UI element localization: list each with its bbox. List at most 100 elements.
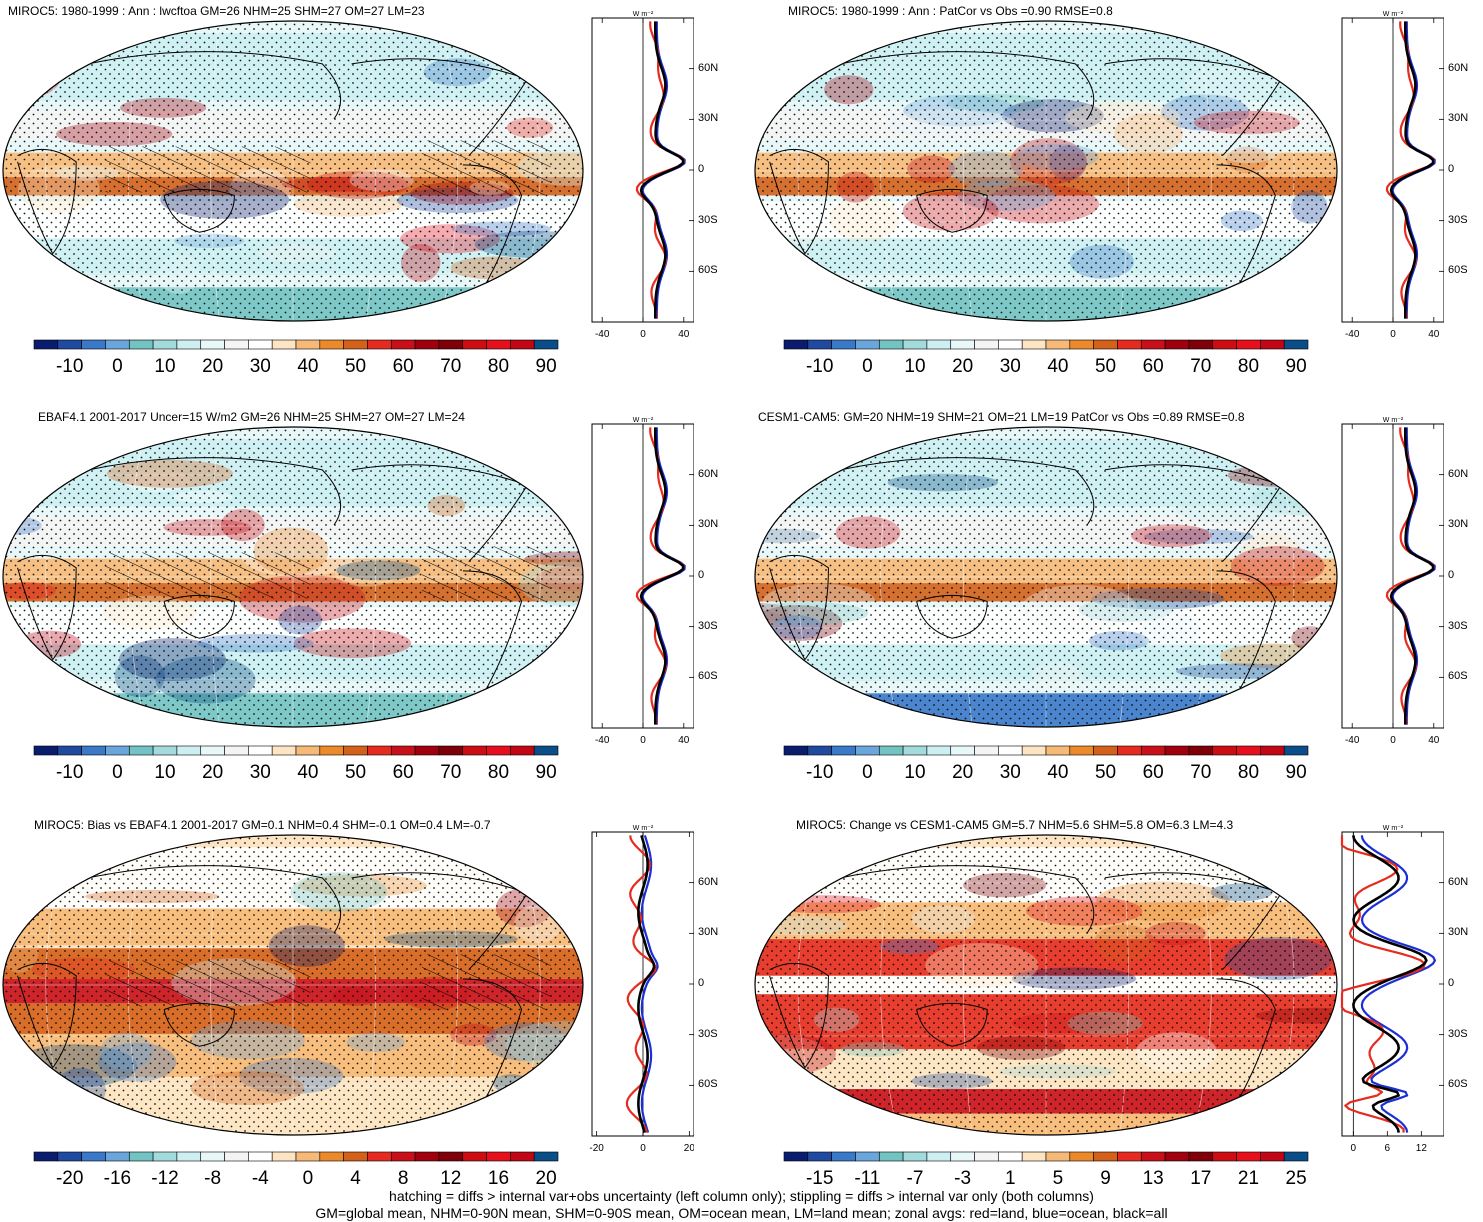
zonal-x-tick-label: -40	[1345, 329, 1360, 340]
colorbar-swatch	[319, 339, 344, 350]
colorbar-swatch	[533, 1151, 559, 1162]
colorbar-swatch	[414, 339, 440, 350]
colorbar-swatch	[807, 745, 832, 756]
panel-title-6: MIROC5: Change vs CESM1-CAM5 GM=5.7 NHM=…	[796, 818, 1234, 832]
colorbar-tick-label: 50	[345, 356, 366, 377]
zonal-x-tick-label: -40	[595, 735, 610, 746]
zonal-lat-tick-label: 0	[1448, 163, 1455, 175]
zonal-all-line	[637, 835, 656, 1133]
zonal-x-tick-label: 0	[640, 1143, 646, 1154]
zonal-lat-tick-label: 60N	[698, 61, 719, 74]
zonal-lat-tick-label: 60N	[1448, 875, 1469, 888]
colorbar-tick-label: 13	[1143, 1168, 1164, 1189]
colorbar-swatch	[831, 339, 856, 350]
colorbar-swatch	[200, 745, 225, 756]
colorbar-swatch	[533, 339, 559, 350]
map-border	[2, 20, 584, 322]
zonal-ocean-line	[641, 21, 686, 319]
zonal-x-tick-label: -20	[589, 1143, 604, 1154]
map-border	[754, 834, 1338, 1136]
colorbar-tick-label: 90	[536, 356, 557, 377]
colorbar-tick-label: -12	[151, 1168, 178, 1189]
colorbar-swatch	[343, 339, 368, 350]
colorbar-swatch	[783, 339, 809, 350]
colorbar-swatch	[343, 1151, 368, 1162]
colorbar-swatch	[1260, 745, 1285, 756]
colorbar-tick-label: 50	[1095, 356, 1116, 377]
colorbar-swatch	[926, 1151, 952, 1162]
colorbar-tick-label: 10	[904, 762, 925, 783]
colorbar-swatch	[878, 339, 904, 350]
colorbar-swatch	[1260, 1151, 1285, 1162]
colorbar-swatch	[176, 339, 202, 350]
colorbar-swatch	[438, 339, 464, 350]
colorbar-swatch	[271, 745, 297, 756]
zonal-lat-tick-label: 60N	[698, 875, 719, 888]
colorbar-swatch	[510, 745, 535, 756]
map-field	[3, 21, 583, 321]
zonal-x-tick-label: 6	[1385, 1143, 1391, 1154]
colorbar-swatch	[950, 1151, 975, 1162]
colorbar-tick-label: 0	[862, 356, 873, 377]
map-field	[755, 427, 1337, 727]
colorbar-swatch	[367, 339, 392, 350]
colorbar-swatch	[1164, 745, 1190, 756]
footer-line-1: hatching = diffs > internal var+obs unce…	[389, 1188, 1094, 1204]
colorbar-tick-label: 8	[398, 1168, 409, 1189]
colorbar-tick-label: 10	[154, 762, 175, 783]
colorbar-swatch	[414, 745, 440, 756]
coastline	[769, 457, 1282, 709]
colorbar-swatch	[152, 339, 178, 350]
colorbar-swatch	[367, 1151, 392, 1162]
zonal-mean-plot-3: -40 0 40 W m⁻²	[591, 417, 694, 746]
zonal-ocean-line	[1391, 427, 1436, 725]
map-panel-1	[2, 20, 584, 322]
colorbar-swatch	[878, 745, 904, 756]
colorbar-swatch	[224, 339, 249, 350]
colorbar-swatch	[1045, 1151, 1071, 1162]
colorbar-tick-label: 80	[488, 762, 509, 783]
colorbar-swatch	[783, 745, 809, 756]
zonal-x-tick-label: 0	[1390, 329, 1396, 340]
colorbar-3: -10 0 10 20 30 40 50 60 70 80 90	[33, 745, 559, 783]
colorbar-tick-label: -11	[854, 1168, 880, 1189]
colorbar-tick-label: 50	[345, 762, 366, 783]
colorbar-swatch	[1283, 1151, 1309, 1162]
colorbar-2: -10 0 10 20 30 40 50 60 70 80 90	[783, 339, 1309, 377]
zonal-unit-label: W m⁻²	[1383, 11, 1404, 18]
zonal-all-line	[1389, 21, 1435, 319]
colorbar-swatch	[902, 745, 928, 756]
panel-title-1: MIROC5: 1980-1999 : Ann : lwcftoa GM=26 …	[8, 4, 425, 18]
colorbar-swatch	[855, 1151, 880, 1162]
zonal-unit-label: W m⁻²	[633, 11, 654, 18]
colorbar-tick-label: -10	[806, 356, 833, 377]
colorbar-tick-label: 70	[1190, 356, 1211, 377]
zonal-lat-tick-label: 60S	[1448, 670, 1468, 683]
colorbar-1: -10 0 10 20 30 40 50 60 70 80 90	[33, 339, 559, 377]
colorbar-tick-label: -8	[204, 1168, 221, 1189]
zonal-x-tick-label: 40	[1428, 329, 1440, 340]
map-border	[2, 834, 584, 1136]
map-border	[2, 426, 584, 728]
zonal-x-tick-label: 40	[678, 329, 690, 340]
colorbar-swatch	[1164, 339, 1190, 350]
zonal-lat-tick-label: 30N	[1448, 926, 1469, 939]
zonal-all-line	[1389, 427, 1435, 725]
colorbar-tick-label: 50	[1095, 762, 1116, 783]
footer-caption: hatching = diffs > internal var+obs unce…	[0, 1188, 1483, 1222]
map-panel-3	[2, 426, 584, 728]
panel-title-2: MIROC5: 1980-1999 : Ann : PatCor vs Obs …	[788, 4, 1113, 18]
colorbar-tick-label: 20	[202, 356, 223, 377]
colorbar-swatch	[367, 745, 392, 756]
map-field	[3, 427, 583, 727]
colorbar-swatch	[1140, 745, 1166, 756]
colorbar-swatch	[128, 745, 154, 756]
map-field	[3, 835, 583, 1135]
zonal-x-tick-label: 12	[1416, 1143, 1428, 1154]
zonal-mean-plot-5: -20 0 20 W m⁻²	[589, 825, 694, 1154]
colorbar-swatch	[33, 1151, 59, 1162]
colorbar-5: -20 -16 -12 -8 -4 0 4 8 12 16 20	[33, 1151, 559, 1189]
colorbar-swatch	[486, 339, 511, 350]
colorbar-swatch	[200, 339, 225, 350]
colorbar-swatch	[974, 339, 999, 350]
